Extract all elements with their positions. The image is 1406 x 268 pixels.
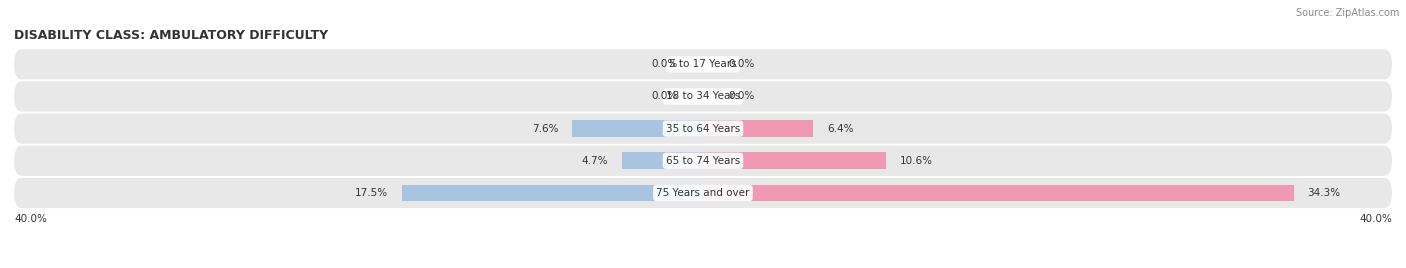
FancyBboxPatch shape bbox=[14, 114, 1392, 144]
Text: 0.0%: 0.0% bbox=[728, 91, 755, 102]
Text: 40.0%: 40.0% bbox=[1360, 214, 1392, 224]
Bar bbox=[703, 120, 813, 137]
FancyBboxPatch shape bbox=[14, 49, 1392, 79]
Text: DISABILITY CLASS: AMBULATORY DIFFICULTY: DISABILITY CLASS: AMBULATORY DIFFICULTY bbox=[14, 29, 328, 42]
Bar bbox=[703, 185, 1294, 201]
Text: 0.0%: 0.0% bbox=[651, 91, 678, 102]
Text: 35 to 64 Years: 35 to 64 Years bbox=[666, 124, 740, 134]
Bar bbox=[703, 152, 886, 169]
FancyBboxPatch shape bbox=[14, 146, 1392, 176]
Text: 7.6%: 7.6% bbox=[531, 124, 558, 134]
Text: 0.0%: 0.0% bbox=[651, 59, 678, 69]
Text: 10.6%: 10.6% bbox=[900, 156, 932, 166]
Text: 0.0%: 0.0% bbox=[728, 59, 755, 69]
Text: 75 Years and over: 75 Years and over bbox=[657, 188, 749, 198]
Text: 5 to 17 Years: 5 to 17 Years bbox=[669, 59, 737, 69]
Text: 4.7%: 4.7% bbox=[582, 156, 609, 166]
Text: 6.4%: 6.4% bbox=[827, 124, 853, 134]
Bar bbox=[621, 152, 703, 169]
Bar bbox=[572, 120, 703, 137]
Text: 40.0%: 40.0% bbox=[14, 214, 46, 224]
Text: Source: ZipAtlas.com: Source: ZipAtlas.com bbox=[1295, 8, 1399, 18]
FancyBboxPatch shape bbox=[14, 178, 1392, 208]
FancyBboxPatch shape bbox=[14, 81, 1392, 111]
Text: 17.5%: 17.5% bbox=[354, 188, 388, 198]
Text: 34.3%: 34.3% bbox=[1308, 188, 1341, 198]
Bar bbox=[402, 185, 703, 201]
Text: 65 to 74 Years: 65 to 74 Years bbox=[666, 156, 740, 166]
Text: 18 to 34 Years: 18 to 34 Years bbox=[666, 91, 740, 102]
